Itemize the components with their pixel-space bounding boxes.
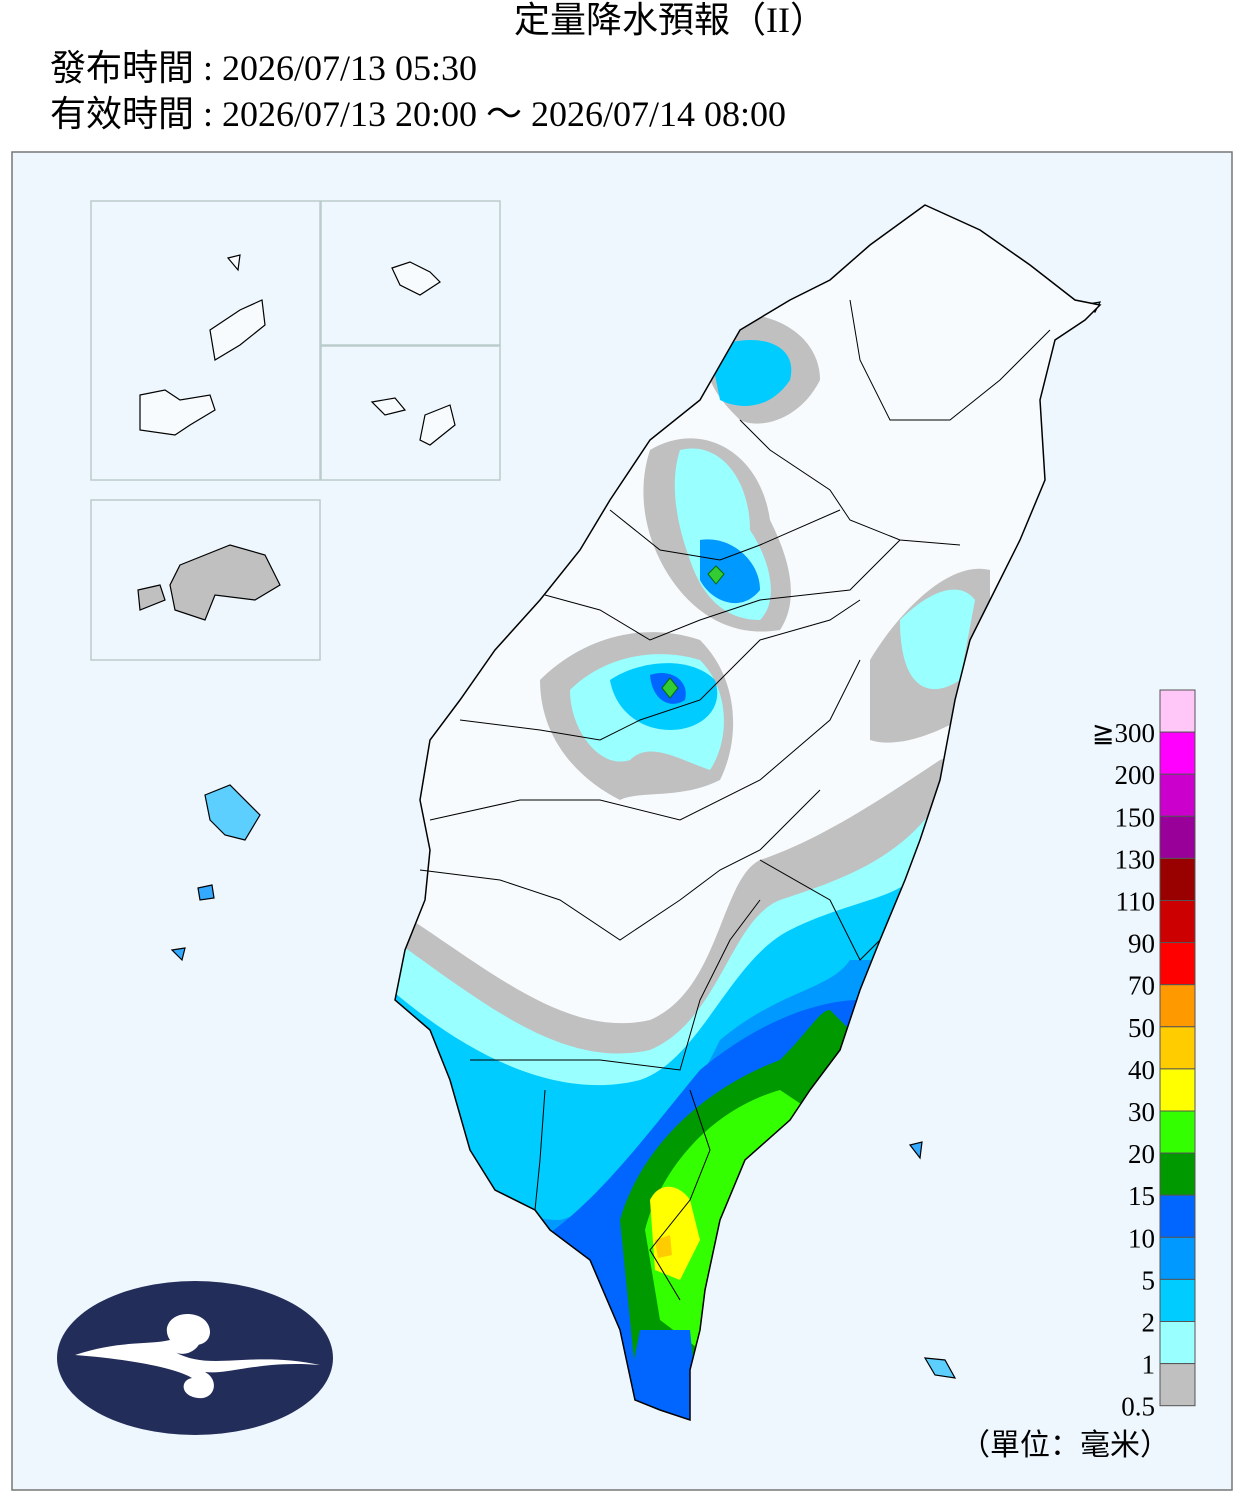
- legend-swatch: [1159, 773, 1196, 817]
- legend-label: 10: [1128, 1223, 1155, 1253]
- rain-peaks: [661, 565, 725, 699]
- legend-label: 5: [1142, 1265, 1156, 1295]
- legend-swatch: [1159, 1026, 1196, 1070]
- legend-swatch: [1159, 1110, 1196, 1154]
- legend-label: 15: [1128, 1181, 1155, 1211]
- legend-swatch: [1159, 689, 1196, 733]
- legend-label: 40: [1128, 1055, 1155, 1085]
- legend: ≧300 200 150 130 110 90 70 50 40 30 20 15 10 5 2 1 0.5: [1092, 689, 1196, 1422]
- legend-label: 30: [1128, 1097, 1155, 1127]
- legend-swatch: [1159, 1194, 1196, 1238]
- legend-label: ≧300: [1092, 718, 1155, 748]
- legend-label: 20: [1128, 1139, 1155, 1169]
- legend-label: 1: [1142, 1350, 1156, 1380]
- legend-swatch: [1159, 1236, 1196, 1280]
- unit-label: （單位：毫米）: [960, 1429, 1170, 1462]
- issue-time: 發布時間 : 2026/07/13 05:30: [50, 48, 477, 88]
- legend-swatch: [1159, 731, 1196, 775]
- county-borders: [419, 299, 1051, 1301]
- valid-time: 有效時間 : 2026/07/13 20:00 ～ 2026/07/14 08:…: [50, 94, 786, 134]
- title: 定量降水預報（II）: [514, 0, 826, 40]
- legend-label: 150: [1115, 802, 1156, 832]
- legend-swatch: [1159, 1152, 1196, 1196]
- cwa-logo: [57, 1281, 333, 1435]
- legend-label: 70: [1128, 971, 1155, 1001]
- legend-label: 90: [1128, 929, 1155, 959]
- legend-swatch: [1159, 1363, 1196, 1407]
- legend-label: 2: [1142, 1308, 1156, 1338]
- inset-frames: [90, 200, 501, 661]
- legend-swatch: [1159, 1321, 1196, 1365]
- legend-label: 0.5: [1121, 1392, 1155, 1422]
- legend-swatch: [1159, 857, 1196, 902]
- coastline: [394, 204, 1102, 1422]
- legend-swatch: [1159, 1068, 1196, 1112]
- legend-label: 110: [1116, 887, 1156, 917]
- legend-swatch: [1159, 942, 1196, 986]
- legend-swatch: [1159, 984, 1196, 1028]
- legend-swatch: [1159, 1278, 1196, 1323]
- legend-swatch: [1159, 900, 1196, 944]
- legend-label: 130: [1115, 844, 1156, 874]
- legend-label: 50: [1128, 1013, 1155, 1043]
- legend-swatch: [1159, 815, 1196, 859]
- inset-islands: [137, 254, 456, 621]
- legend-label: 200: [1115, 760, 1156, 790]
